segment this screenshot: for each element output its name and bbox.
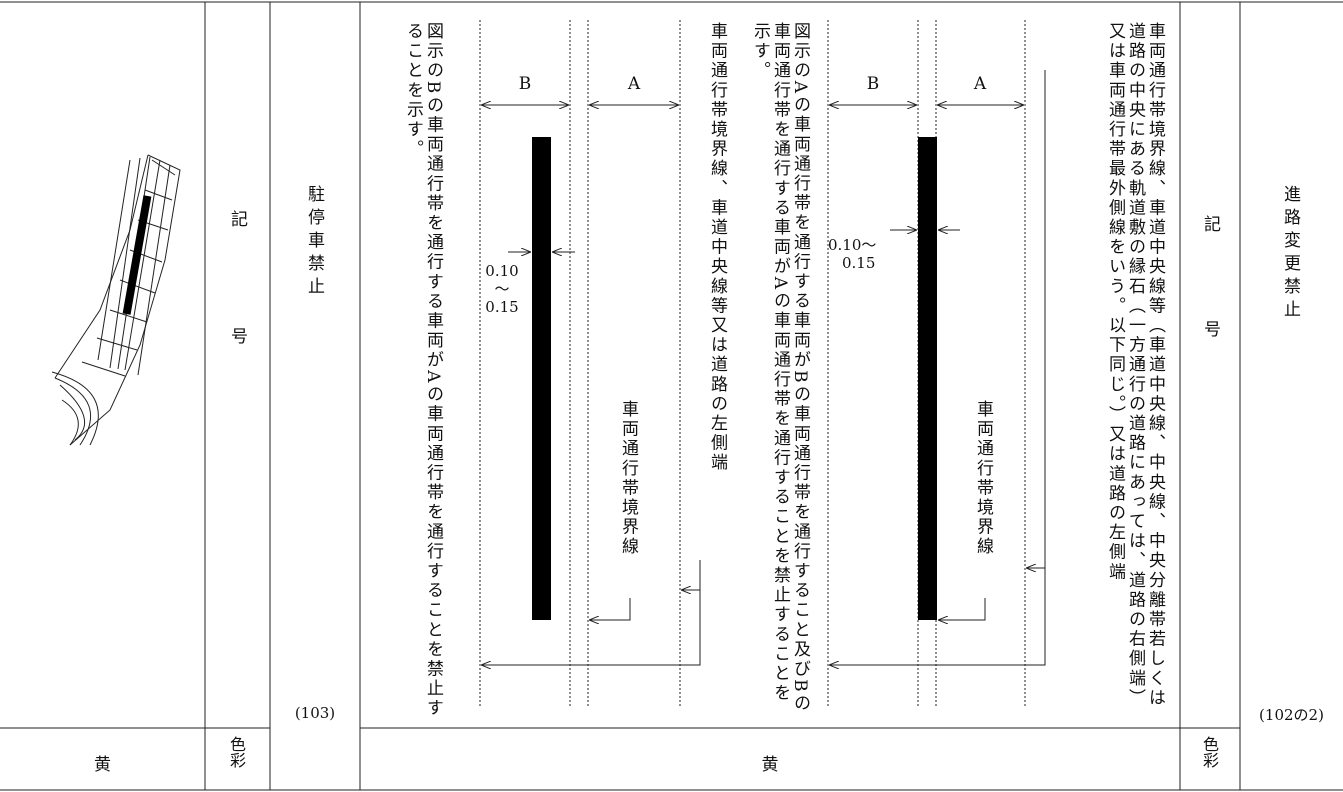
sign-number: (103)	[294, 704, 336, 722]
lane-label: A	[627, 74, 641, 94]
color-label: 色彩	[1200, 736, 1219, 768]
color-label: 色彩	[227, 736, 246, 768]
description: 車両通行帯境界線、車道中央線等（車道中央線、中央線、中央分離帯若しくは道路の中央…	[1105, 22, 1165, 708]
sign-name: 駐停車禁止	[304, 185, 324, 300]
sign-number: (102の2)	[1259, 706, 1324, 724]
width-line: ～	[494, 280, 510, 298]
width-label: 0.10～ 0.15	[828, 236, 876, 272]
symbol-label: 記号	[1200, 215, 1220, 425]
width-line: 0.15	[485, 298, 519, 316]
color-value: 黄	[94, 755, 111, 775]
lane-line	[532, 137, 551, 620]
symbol-label: 記号	[227, 210, 247, 444]
right-diagram	[827, 20, 1046, 708]
meaning: 図示のBの車両通行帯を通行する車両がAの車両通行帯を通行することを禁止することを…	[403, 22, 443, 719]
road-sketch	[51, 154, 181, 446]
lane-line	[918, 137, 937, 620]
width-line: 0.10～	[828, 236, 877, 254]
sign-name: 進路変更禁止	[1280, 185, 1300, 323]
lane-label: B	[518, 74, 532, 94]
left-diagram	[479, 20, 701, 708]
meaning: 図示のAの車両通行帯を通行する車両がBの車両通行帯を通行すること及びBの車両通行…	[750, 22, 810, 714]
width-line: 0.15	[842, 254, 876, 272]
color-value: 黄	[761, 755, 779, 775]
width-label: 0.10 ～ 0.15	[482, 262, 522, 316]
boundary-label: 車両通行帯境界線	[973, 400, 993, 557]
width-line: 0.10	[485, 262, 519, 280]
edge-note: 車両通行帯境界線、車道中央線等又は道路の左側端	[707, 22, 727, 473]
boundary-label: 車両通行帯境界線	[618, 400, 638, 557]
lane-label: A	[973, 74, 987, 94]
lane-label: B	[866, 74, 880, 94]
